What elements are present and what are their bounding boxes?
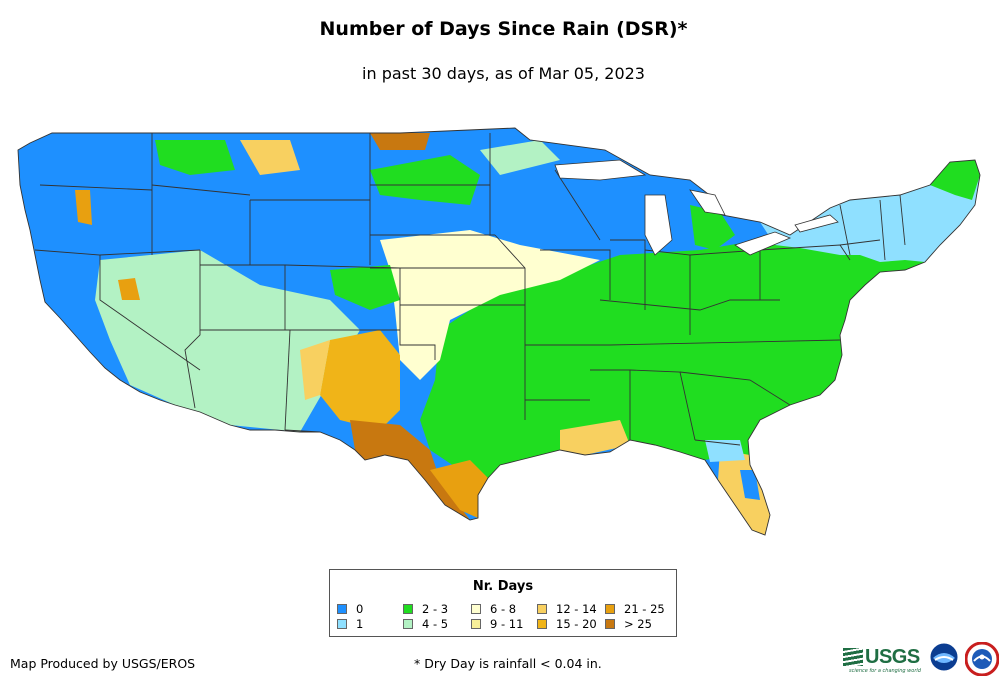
legend: Nr. Days 0 1 2 - 3 4 - 5 6 - 8 9 - 11 12… — [329, 569, 677, 637]
legend-swatch — [471, 619, 481, 629]
usgs-waves-icon — [843, 648, 863, 666]
legend-swatch — [605, 604, 615, 614]
legend-item-5: 9 - 11 — [471, 617, 551, 631]
nws-logo-icon — [965, 642, 999, 676]
legend-label: 1 — [356, 617, 364, 631]
state-borders — [17, 127, 981, 536]
legend-label: 12 - 14 — [556, 602, 597, 616]
legend-item-2: 2 - 3 — [403, 602, 483, 616]
us-dsr-map — [17, 127, 981, 536]
legend-swatch — [337, 604, 347, 614]
legend-item-4: 6 - 8 — [471, 602, 551, 616]
noaa-logo-icon — [929, 642, 959, 672]
agency-logos: USGS science for a changing world — [843, 640, 1003, 680]
legend-item-9: > 25 — [605, 617, 685, 631]
map-subtitle: in past 30 days, as of Mar 05, 2023 — [362, 64, 645, 83]
producer-credit: Map Produced by USGS/EROS — [10, 656, 196, 671]
legend-label: 0 — [356, 602, 364, 616]
legend-swatch — [337, 619, 347, 629]
legend-label: 15 - 20 — [556, 617, 597, 631]
legend-swatch — [403, 619, 413, 629]
legend-label: 21 - 25 — [624, 602, 665, 616]
legend-item-7: 15 - 20 — [537, 617, 617, 631]
legend-title: Nr. Days — [472, 579, 534, 594]
legend-swatch — [537, 604, 547, 614]
legend-label: 4 - 5 — [422, 617, 449, 631]
map-title: Number of Days Since Rain (DSR)* — [319, 18, 688, 40]
legend-swatch — [403, 604, 413, 614]
legend-swatch — [471, 604, 481, 614]
dry-day-note: * Dry Day is rainfall < 0.04 in. — [414, 656, 602, 671]
legend-label: 6 - 8 — [490, 602, 517, 616]
legend-item-3: 4 - 5 — [403, 617, 483, 631]
legend-label: 2 - 3 — [422, 602, 449, 616]
dsr-fill — [18, 128, 980, 535]
great-lakes — [554, 159, 839, 256]
legend-swatch — [605, 619, 615, 629]
legend-label: 9 - 11 — [490, 617, 524, 631]
legend-label: > 25 — [624, 617, 652, 631]
usgs-tagline: science for a changing world — [849, 668, 921, 674]
legend-item-1: 1 — [337, 617, 417, 631]
legend-item-8: 21 - 25 — [605, 602, 685, 616]
usgs-logo: USGS — [843, 644, 920, 670]
legend-item-0: 0 — [337, 602, 417, 616]
usgs-logo-text: USGS — [865, 645, 920, 668]
legend-swatch — [537, 619, 547, 629]
legend-item-6: 12 - 14 — [537, 602, 617, 616]
